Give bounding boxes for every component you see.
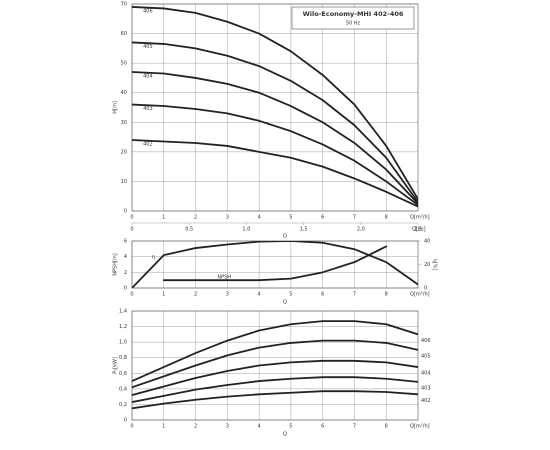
y-tick-label: 0 [124, 286, 127, 292]
curve-label: NPSH [217, 275, 231, 281]
x-tick-label: 4 [258, 292, 261, 298]
y-tick-label: 0,6 [119, 371, 127, 377]
curve [162, 245, 388, 282]
x-tick-label: 5 [289, 424, 292, 430]
x-axis-label: Q [283, 432, 287, 438]
x-tick-label: 4 [258, 215, 261, 221]
x-unit: Q[m³/h] [410, 292, 430, 298]
curve [132, 71, 418, 205]
curve-label: 402 [421, 398, 431, 404]
y2-tick-label: 20 [424, 262, 430, 268]
x-tick-label: 1 [162, 215, 165, 221]
x-tick-label: 2 [194, 215, 197, 221]
y-tick-label: 0,8 [119, 355, 127, 361]
curve [132, 376, 418, 403]
x2-tick-label: 0,5 [185, 227, 193, 233]
title-box [291, 6, 415, 30]
x-tick-label: 6 [321, 292, 324, 298]
curve-label: 405 [143, 44, 153, 50]
x-tick-label: 2 [194, 424, 197, 430]
chart-subtitle: 50 Hz [346, 21, 361, 27]
x-tick-label: 1 [162, 424, 165, 430]
x-tick-label: 5 [289, 215, 292, 221]
y-tick-label: 70 [121, 2, 127, 8]
x-tick-label: 4 [258, 424, 261, 430]
x-tick-label: 6 [321, 424, 324, 430]
y-tick-label: 1,2 [119, 324, 127, 330]
curve [132, 139, 418, 208]
y-axis-label: H[m] [113, 101, 119, 114]
x-tick-label: 7 [353, 215, 356, 221]
x-unit: Q[m³/h] [410, 424, 430, 430]
x2-tick-label: 0 [130, 227, 133, 233]
x2-unit: Q[l/s] [412, 227, 426, 233]
y2-tick-label: 40 [424, 239, 430, 245]
y-tick-label: 1,4 [119, 309, 127, 315]
curve [132, 390, 418, 410]
y-tick-label: 50 [121, 61, 127, 67]
y-tick-label: 0,4 [119, 386, 127, 392]
curve [132, 359, 418, 396]
x2-tick-label: 2,5 [414, 227, 422, 233]
y-axis-label: P₂[kW] [113, 357, 119, 374]
x2-tick-label: 1,0 [242, 227, 250, 233]
plot-frame [131, 3, 419, 212]
x-tick-label: 3 [226, 424, 229, 430]
x-tick-label: 7 [353, 292, 356, 298]
x-tick-label: 0 [130, 292, 133, 298]
chart-title: Wilo-Economy-MHI 402-406 [303, 10, 404, 18]
curve [132, 241, 418, 288]
x-tick-label: 3 [226, 292, 229, 298]
curve-label: 405 [421, 353, 431, 359]
x-tick-label: 2 [194, 292, 197, 298]
y-tick-label: 0,2 [119, 402, 127, 408]
y-tick-label: 40 [121, 90, 127, 96]
x-axis-label: Q [283, 300, 287, 306]
x-tick-label: 0 [130, 424, 133, 430]
y-tick-label: 0 [124, 418, 127, 424]
curve-label: 404 [421, 371, 431, 377]
x-tick-label: 1 [162, 292, 165, 298]
x-tick-label: 0 [130, 215, 133, 221]
curve-label: 403 [143, 106, 153, 112]
y-tick-label: 60 [121, 31, 127, 37]
y-tick-label: 10 [121, 179, 127, 185]
curve-label: η [152, 255, 155, 261]
y-tick-label: 4 [124, 254, 127, 260]
y-tick-label: 6 [124, 239, 127, 245]
curve-label: 406 [421, 338, 431, 344]
y-tick-label: 20 [121, 149, 127, 155]
x-tick-label: 7 [353, 424, 356, 430]
x-tick-label: 8 [385, 215, 388, 221]
y-tick-label: 1,0 [119, 340, 127, 346]
plot-frame [131, 310, 419, 421]
y-tick-label: 30 [121, 120, 127, 126]
x2-tick-label: 1,5 [300, 227, 308, 233]
curve [132, 339, 418, 389]
x-tick-label: 8 [385, 424, 388, 430]
x-tick-label: 6 [321, 215, 324, 221]
curve-label: 402 [143, 142, 153, 148]
curve [132, 41, 418, 204]
x2-tick-label: 2,0 [357, 227, 365, 233]
y-tick-label: 2 [124, 270, 127, 276]
y2-tick-label: 0 [424, 286, 427, 292]
curve-label: 406 [143, 8, 153, 14]
y2-axis-label: η[%] [432, 259, 438, 271]
y-tick-label: 0 [124, 209, 127, 215]
x-tick-label: 8 [385, 292, 388, 298]
curve-label: 403 [421, 385, 431, 391]
x-unit: Q[m³/h] [410, 215, 430, 221]
curve [132, 320, 418, 382]
curve-label: 404 [143, 74, 153, 80]
x-tick-label: 3 [226, 215, 229, 221]
y-axis-label: NPSH[m] [113, 253, 119, 276]
curve [132, 6, 418, 201]
curve [132, 103, 418, 206]
x-tick-label: 5 [289, 292, 292, 298]
x-axis-label: Q [283, 234, 287, 240]
